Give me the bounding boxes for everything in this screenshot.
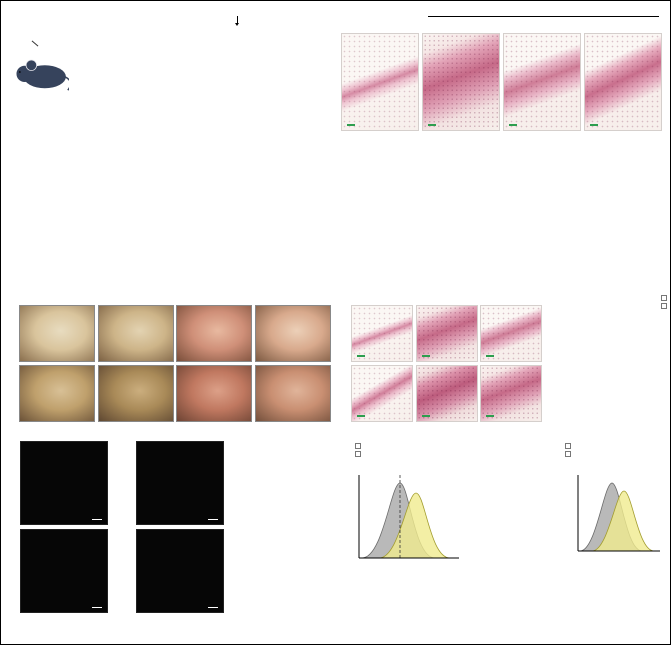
panel-d-lactate-chart: [339, 141, 497, 291]
histology-untreated: [341, 33, 419, 131]
mito-flow-histogram: [358, 475, 459, 559]
histology-pbs: [422, 33, 500, 131]
legend-entry-psa: [355, 451, 465, 457]
histology-grid: [351, 305, 542, 425]
mito-mfi-chart: [253, 443, 349, 609]
euthanasia-arrow-head: [235, 23, 239, 26]
histology-image-row: [341, 33, 662, 131]
donor-legend: [355, 443, 465, 459]
blot-lane-labels: [521, 158, 625, 172]
genotype-legend: [660, 295, 670, 311]
ear-photo-wt-met-imq: [254, 305, 331, 362]
row-label-osteoarthritis: [127, 441, 136, 525]
ros-flow-histogram: [577, 475, 660, 552]
histology-dm-imq: [415, 365, 478, 422]
ear-photo-wt-met: [97, 305, 174, 362]
panel-e-western-blot: [501, 141, 669, 291]
row-label-zeb1-wt: [7, 305, 18, 362]
legend-swatch-dm: [660, 303, 667, 309]
ear-photo-wt-untreated: [19, 305, 95, 362]
legend-entry-healthy: [565, 443, 667, 449]
ros-mfi-chart: [469, 443, 559, 601]
panel-c-thickness-charts: [7, 141, 337, 291]
histology-lactate: [584, 33, 662, 131]
histology-wt-met-imq: [480, 305, 542, 362]
legend-swatch-psa: [355, 451, 361, 457]
ear-photo-dm-met: [97, 365, 174, 422]
lactate-concentration-chart: [343, 151, 493, 287]
ear-thickness-chart: [179, 151, 331, 287]
row-label-zeb1-dm: [339, 365, 350, 422]
donor-legend: [565, 443, 667, 459]
panel-g-histology-genotypes: [339, 293, 549, 435]
panel-a-treatment-schedule: [7, 5, 337, 137]
human-skin-group: [11, 439, 111, 617]
panel-i-immunofluorescence: [7, 437, 251, 643]
fluorescence-healthy-skin: [20, 441, 108, 525]
fluorescence-psoriatic-skin: [20, 529, 108, 613]
legend-entry-dm: [660, 303, 670, 309]
legend-entry-psa: [565, 451, 667, 457]
ear-photo-wt-imq: [176, 305, 252, 362]
panel-h-epidermis-genotype-chart: [553, 293, 669, 435]
imq-arrow: [31, 40, 39, 47]
legend-swatch-healthy: [355, 443, 361, 449]
ear-photo-dm-imq: [176, 365, 252, 422]
human-synovium-group: [127, 439, 227, 617]
legend-entry-wt: [660, 295, 670, 301]
panel-b-histology: [339, 5, 669, 137]
legend-swatch-psa: [565, 451, 571, 457]
row-label-healthy-skin: [11, 441, 20, 525]
panel-f-ear-photos: [7, 293, 337, 435]
row-label-zeb1-dm: [7, 365, 18, 422]
row-label-psoriatic-skin: [11, 529, 20, 613]
ear-photo-dm-met-imq: [254, 365, 331, 422]
legend-swatch-wt: [660, 295, 667, 301]
fluorescence-psoriatic-arthritis: [136, 529, 224, 613]
ear-photo-dm-untreated: [19, 365, 95, 422]
histology-doxycycline: [503, 33, 581, 131]
row-label-psoriatic-arthritis: [127, 529, 136, 613]
ear-photo-grid: [19, 305, 331, 425]
mouse-icon: [16, 59, 69, 91]
epidermis-thickness-chart: [15, 151, 167, 287]
histology-wt-untreated: [351, 305, 413, 362]
epidermis-thickness-genotype-chart: [553, 317, 665, 429]
flow-y-axis-label: [565, 467, 574, 559]
imq-header-line: [428, 16, 659, 17]
euthanasia-arrow-line: [237, 16, 238, 24]
panel-k-ros-mfi: [469, 437, 667, 643]
histology-dm-untreated: [351, 365, 413, 422]
panel-j-mito-mfi: [253, 437, 465, 643]
treatment-schedule-grid: [73, 29, 335, 113]
legend-swatch-healthy: [565, 443, 571, 449]
histology-wt-imq: [415, 305, 478, 362]
histology-dm-met-imq: [480, 365, 542, 422]
fluorescence-osteoarthritis: [136, 441, 224, 525]
row-label-zeb1-wt: [339, 305, 350, 362]
legend-entry-healthy: [355, 443, 465, 449]
